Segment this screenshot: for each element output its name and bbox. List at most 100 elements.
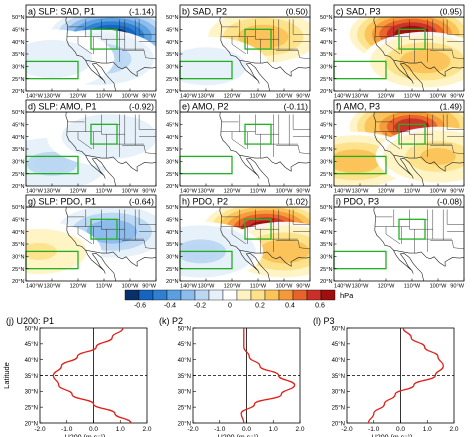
lon-tick-label: 130°W: [44, 94, 62, 100]
country-border: [85, 59, 138, 77]
lat-tick-label: 20°N: [12, 184, 25, 190]
lon-tick-label: 120°W: [378, 284, 396, 290]
lat-tick-label: 35°N: [320, 52, 333, 58]
y-tick-label: 40°N: [178, 358, 191, 364]
lat-tick-label: 35°N: [166, 242, 179, 248]
x-tick-label: -1.0: [214, 426, 226, 433]
y-tick-label: 25°N: [178, 406, 191, 412]
lat-tick-label: 20°N: [12, 89, 25, 95]
lat-tick-label: 35°N: [12, 242, 25, 248]
title-bar: [179, 4, 311, 18]
map-panel-g: g) SLP: PDO, P1 (-0.64) 50°N 45°N 40°N 35°N 30…: [12, 194, 157, 290]
lon-tick-label: 90°W: [296, 94, 310, 100]
x-tick-label: -2.0: [187, 426, 199, 433]
x-axis-unit: (m s⁻¹): [237, 435, 259, 437]
y-tick-label: 20°N: [178, 421, 191, 427]
region-box-0: [398, 28, 426, 50]
lat-tick-label: 45°N: [166, 123, 179, 129]
y-tick-label: 30°N: [332, 390, 345, 396]
state-line-14: [292, 114, 310, 130]
state-line-5: [77, 36, 93, 55]
y-tick-label: 50°N: [332, 326, 345, 332]
state-line-13: [143, 240, 156, 250]
lat-tick-label: 50°N: [12, 15, 25, 21]
anomaly-field: [26, 207, 156, 281]
lat-tick-label: 25°N: [320, 267, 333, 273]
coastline: [219, 207, 270, 281]
title-bar: [333, 194, 465, 208]
lat-tick-label: 50°N: [166, 205, 179, 211]
colorbar-swatch: [236, 289, 252, 301]
lat-tick-label: 30°N: [12, 160, 25, 166]
lon-tick-label: 110°W: [96, 189, 113, 195]
lon-tick-label: 130°W: [44, 284, 62, 290]
lon-tick-label: 100°W: [122, 94, 140, 100]
lat-tick-label: 50°N: [320, 110, 333, 116]
coastline: [373, 207, 424, 281]
u200-profile-line: [52, 327, 132, 424]
state-line-5: [385, 131, 401, 150]
map-panel-c: c) SAD, P3 (0.95) 50°N 45°N 40°N 35°N 30°N 25°N…: [320, 4, 465, 100]
y-tick-label: 35°N: [332, 374, 345, 380]
state-line-13: [451, 145, 464, 155]
map-panel-i: i) PDO, P3 (-0.08) 50°N 45°N 40°N 35°N 30°N 25°…: [320, 194, 465, 290]
colorbar-swatch: [264, 289, 280, 301]
lon-tick-label: 90°W: [142, 94, 156, 100]
lat-tick-label: 50°N: [320, 15, 333, 21]
map-panel-d: d) SLP: AMO, P1 (-0.92) 50°N 45°N 40°N 35°N 30…: [12, 99, 157, 195]
colorbar-swatch: [306, 289, 322, 301]
lat-tick-label: 30°N: [320, 65, 333, 71]
lat-tick-label: 20°N: [12, 279, 25, 285]
region-box-0: [244, 218, 272, 240]
anomaly-contour-1: [336, 152, 373, 170]
x-tick-label: 1.0: [269, 426, 278, 433]
state-line-5: [77, 226, 93, 245]
state-line-5: [385, 226, 401, 245]
lat-tick-label: 35°N: [12, 52, 25, 58]
anomaly-contour-1: [91, 128, 128, 146]
colorbar-tick-label: 0.2: [255, 303, 265, 310]
region-box-0: [90, 28, 118, 50]
state-line-13: [297, 145, 310, 155]
title-bar: [333, 4, 465, 18]
anomaly-contour-0: [245, 28, 282, 46]
lon-tick-label: 110°W: [404, 284, 421, 290]
state-line-13: [143, 145, 156, 155]
lat-tick-label: 35°N: [166, 52, 179, 58]
lon-tick-label: 120°W: [224, 189, 242, 195]
y-tick-label: 45°N: [25, 342, 38, 348]
colorbar-tick-label: -0.2: [194, 303, 206, 310]
panel-title: d) SLP: AMO, P1: [28, 102, 97, 112]
y-tick-label: 30°N: [25, 390, 38, 396]
panel-title: g) SLP: PDO, P1: [28, 197, 96, 207]
region-box-0: [244, 28, 272, 50]
lat-tick-label: 50°N: [12, 205, 25, 211]
geography: [219, 207, 310, 281]
lat-tick-label: 25°N: [12, 77, 25, 83]
lon-tick-label: 100°W: [276, 94, 294, 100]
y-tick-label: 25°N: [332, 406, 345, 412]
x-tick-label: -1.0: [368, 426, 380, 433]
coastline: [219, 17, 270, 91]
country-border: [239, 59, 292, 77]
lon-tick-label: 120°W: [378, 94, 396, 100]
colorbar-swatch: [194, 289, 210, 301]
lat-tick-label: 40°N: [320, 135, 333, 141]
state-line-13: [143, 50, 156, 60]
lat-tick-label: 35°N: [166, 147, 179, 153]
lat-tick-label: 25°N: [320, 172, 333, 178]
u200-profile-line: [367, 327, 444, 424]
colorbar-unit: hPa: [340, 291, 354, 300]
coastline: [65, 112, 116, 186]
lat-tick-label: 35°N: [320, 147, 333, 153]
lat-tick-label: 40°N: [166, 135, 179, 141]
state-line-14: [292, 19, 310, 35]
colorbar-tick-label: 0: [228, 303, 232, 310]
panel-title: a) SLP: SAD, P1: [28, 7, 95, 17]
colorbar-swatch: [138, 289, 154, 301]
colorbar: -0.6 -0.4 -0.2 0 0.2 0.4 0.6 hPa: [124, 289, 354, 310]
lon-tick-label: 140°W: [334, 189, 352, 195]
title-bar: [25, 99, 157, 113]
